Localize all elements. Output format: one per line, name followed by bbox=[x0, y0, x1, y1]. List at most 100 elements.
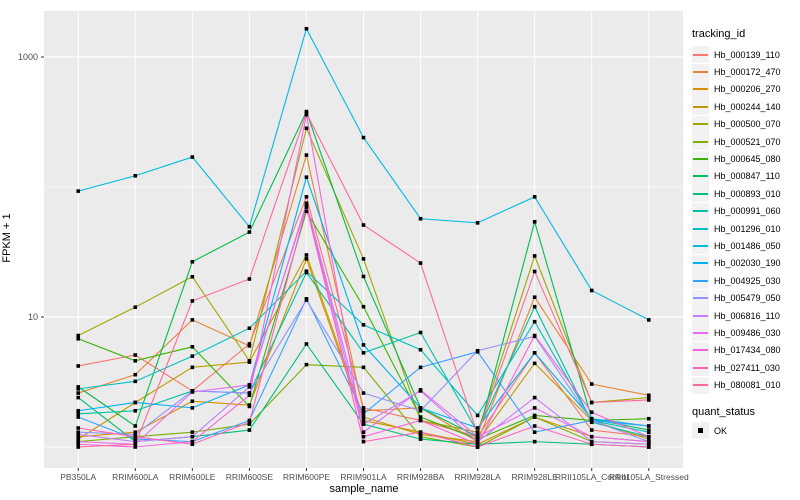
data-point bbox=[418, 388, 423, 392]
legend-item: Hb_000991_060 bbox=[692, 202, 798, 220]
legend-key-box bbox=[692, 272, 709, 290]
data-point bbox=[247, 422, 252, 426]
legend-item: Hb_000521_070 bbox=[692, 133, 798, 151]
legend-key-box bbox=[692, 324, 709, 342]
data-point bbox=[646, 424, 651, 428]
data-point bbox=[304, 111, 309, 115]
data-point bbox=[418, 415, 423, 419]
line-swatch-icon bbox=[693, 192, 708, 195]
line-swatch-icon bbox=[693, 331, 708, 334]
data-point bbox=[532, 195, 537, 199]
legend-item: Hb_005479_050 bbox=[692, 289, 798, 307]
data-point bbox=[418, 430, 423, 434]
data-point bbox=[304, 201, 309, 206]
line-swatch-icon bbox=[693, 105, 708, 108]
data-point bbox=[361, 418, 366, 423]
legend-key-box bbox=[692, 167, 709, 185]
data-point bbox=[190, 399, 195, 404]
data-point bbox=[190, 299, 195, 303]
data-point bbox=[646, 395, 651, 400]
data-point bbox=[76, 412, 81, 416]
data-point bbox=[532, 269, 537, 274]
data-point bbox=[475, 432, 480, 437]
x-tick-label: RRII105LA_Stressed bbox=[609, 472, 689, 482]
data-point bbox=[247, 224, 252, 229]
legend-item-quant-ok: OK bbox=[692, 422, 798, 439]
legend-item-label: Hb_000139_110 bbox=[714, 49, 780, 60]
data-point bbox=[76, 434, 81, 439]
data-point bbox=[475, 434, 480, 439]
legend-item: Hb_009486_030 bbox=[692, 324, 798, 342]
legend-item-label: Hb_000893_010 bbox=[714, 188, 781, 199]
data-point bbox=[646, 428, 651, 432]
legend-key-box bbox=[692, 133, 709, 151]
data-point bbox=[361, 365, 366, 370]
legend-key-box bbox=[692, 202, 709, 220]
data-point bbox=[76, 391, 81, 395]
data-point bbox=[418, 216, 423, 221]
data-point bbox=[133, 439, 138, 444]
data-point bbox=[589, 400, 594, 405]
legend-item-label: Hb_009486_030 bbox=[714, 327, 781, 338]
legend-item: Hb_002030_190 bbox=[692, 254, 798, 272]
data-point bbox=[361, 439, 366, 444]
data-point bbox=[589, 439, 594, 444]
legend-item-label: Hb_000206_270 bbox=[714, 84, 781, 95]
legend-key-box bbox=[692, 376, 709, 394]
data-point bbox=[418, 432, 423, 437]
data-point bbox=[304, 269, 309, 274]
line-swatch-icon bbox=[693, 140, 708, 143]
line-swatch-icon bbox=[693, 314, 708, 317]
x-tick-label: RRIM600SE bbox=[226, 472, 274, 482]
legend-key-box bbox=[692, 254, 709, 272]
data-point bbox=[532, 319, 537, 324]
legend-key-box bbox=[692, 150, 709, 168]
x-tick-label: RRIM600LE bbox=[169, 472, 216, 482]
legend-item-label: Hb_000521_070 bbox=[714, 136, 781, 147]
data-point bbox=[475, 439, 480, 444]
line-swatch-icon bbox=[693, 71, 708, 74]
data-point bbox=[190, 406, 195, 410]
x-tick-label: RRIM928LE bbox=[512, 472, 559, 482]
data-point bbox=[76, 189, 81, 193]
data-point bbox=[475, 221, 480, 225]
data-point bbox=[361, 408, 366, 413]
data-point bbox=[361, 135, 366, 140]
data-point bbox=[532, 351, 537, 355]
data-point bbox=[646, 318, 651, 322]
data-point bbox=[418, 365, 423, 370]
data-point bbox=[361, 351, 366, 355]
legend-key-box bbox=[692, 63, 709, 81]
data-point bbox=[361, 406, 366, 410]
data-point bbox=[190, 354, 195, 358]
data-point bbox=[532, 424, 537, 428]
data-point bbox=[304, 26, 309, 31]
data-point bbox=[76, 439, 81, 444]
data-point bbox=[133, 372, 138, 377]
line-swatch-icon bbox=[693, 53, 708, 56]
data-point bbox=[589, 442, 594, 447]
line-swatch-icon bbox=[693, 244, 708, 247]
legend-key-box bbox=[692, 422, 709, 439]
legend-key-box bbox=[692, 98, 709, 116]
data-point bbox=[247, 420, 252, 425]
legend-item: Hb_004925_030 bbox=[692, 272, 798, 290]
x-tick-label: RRII105LA_Control bbox=[555, 472, 629, 482]
data-point bbox=[532, 219, 537, 224]
data-point bbox=[589, 434, 594, 439]
data-point bbox=[133, 359, 138, 363]
legend-key-box bbox=[692, 115, 709, 133]
line-swatch-icon bbox=[693, 175, 708, 178]
data-point bbox=[532, 304, 537, 309]
data-point bbox=[133, 353, 138, 357]
y-tick-label: 10 bbox=[28, 312, 38, 322]
data-point bbox=[475, 442, 480, 447]
data-point bbox=[589, 410, 594, 415]
data-point bbox=[304, 205, 309, 209]
data-point bbox=[475, 430, 480, 434]
data-point bbox=[190, 442, 195, 447]
data-point bbox=[646, 393, 651, 398]
x-tick-label: RRIM928BA bbox=[397, 472, 445, 482]
legend-item-list: Hb_000139_110 Hb_000172_470 Hb_000206_270 H… bbox=[692, 46, 798, 394]
